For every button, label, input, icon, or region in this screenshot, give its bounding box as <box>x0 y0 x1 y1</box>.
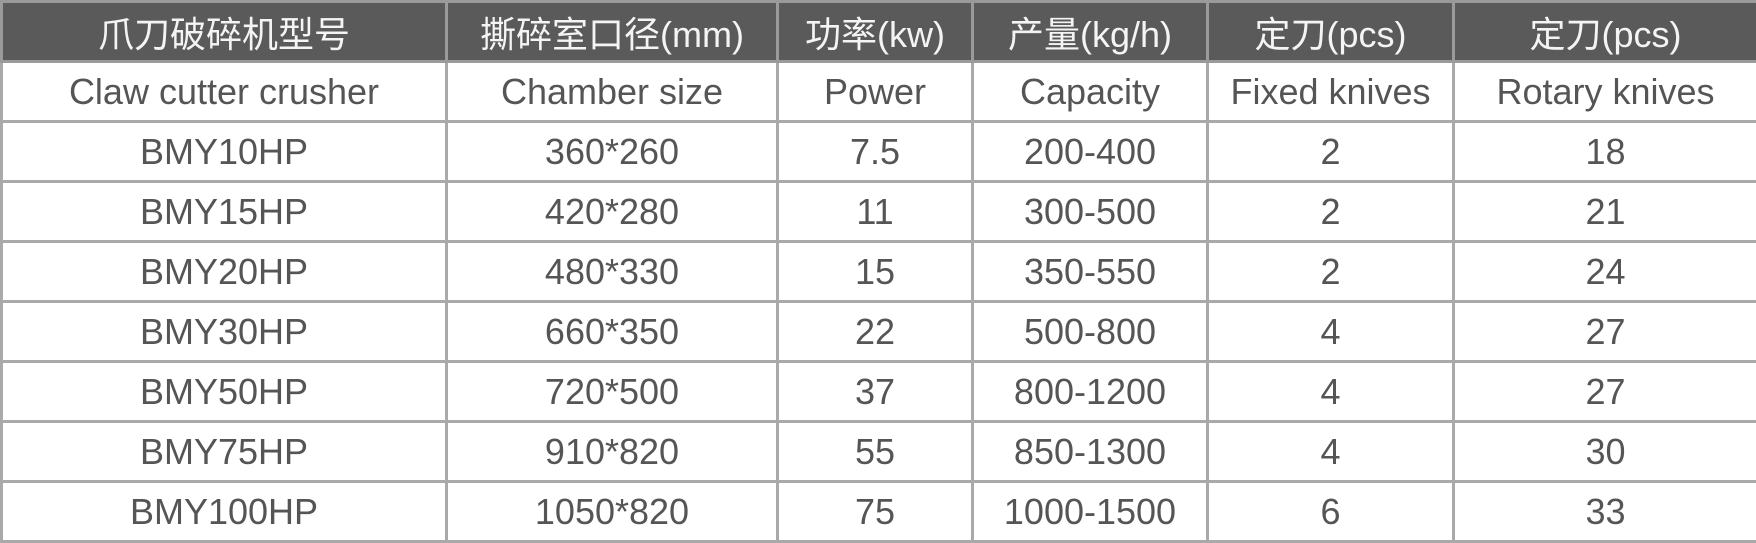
cell-power: 15 <box>778 242 973 302</box>
header-en-chamber-size: Chamber size <box>447 62 778 122</box>
header-en-capacity: Capacity <box>973 62 1208 122</box>
cell-fixed-knives: 4 <box>1208 422 1454 482</box>
header-cn-capacity: 产量(kg/h) <box>973 2 1208 62</box>
cell-chamber-size: 420*280 <box>447 182 778 242</box>
cell-rotary-knives: 21 <box>1454 182 1756 242</box>
cell-model: BMY75HP <box>2 422 447 482</box>
header-en-power: Power <box>778 62 973 122</box>
cell-chamber-size: 660*350 <box>447 302 778 362</box>
cell-fixed-knives: 6 <box>1208 482 1454 542</box>
cell-chamber-size: 480*330 <box>447 242 778 302</box>
header-cn-model: 爪刀破碎机型号 <box>2 2 447 62</box>
cell-rotary-knives: 27 <box>1454 302 1756 362</box>
cell-fixed-knives: 4 <box>1208 362 1454 422</box>
cell-power: 7.5 <box>778 122 973 182</box>
cell-fixed-knives: 2 <box>1208 122 1454 182</box>
cell-fixed-knives: 2 <box>1208 242 1454 302</box>
header-cn-chamber-size: 撕碎室口径(mm) <box>447 2 778 62</box>
cell-model: BMY50HP <box>2 362 447 422</box>
cell-fixed-knives: 2 <box>1208 182 1454 242</box>
cell-model: BMY100HP <box>2 482 447 542</box>
cell-capacity: 1000-1500 <box>973 482 1208 542</box>
header-cn-fixed-knives: 定刀(pcs) <box>1208 2 1454 62</box>
cell-rotary-knives: 24 <box>1454 242 1756 302</box>
header-row-chinese: 爪刀破碎机型号撕碎室口径(mm)功率(kw)产量(kg/h)定刀(pcs)定刀(… <box>2 2 1756 62</box>
header-en-rotary-knives: Rotary knives <box>1454 62 1756 122</box>
cell-rotary-knives: 30 <box>1454 422 1756 482</box>
cell-model: BMY30HP <box>2 302 447 362</box>
cell-capacity: 300-500 <box>973 182 1208 242</box>
cell-model: BMY10HP <box>2 122 447 182</box>
cell-chamber-size: 720*500 <box>447 362 778 422</box>
cell-power: 37 <box>778 362 973 422</box>
cell-chamber-size: 1050*820 <box>447 482 778 542</box>
cell-chamber-size: 360*260 <box>447 122 778 182</box>
cell-capacity: 350-550 <box>973 242 1208 302</box>
header-cn-rotary-knives: 定刀(pcs) <box>1454 2 1756 62</box>
cell-rotary-knives: 18 <box>1454 122 1756 182</box>
cell-model: BMY15HP <box>2 182 447 242</box>
cell-capacity: 800-1200 <box>973 362 1208 422</box>
cell-fixed-knives: 4 <box>1208 302 1454 362</box>
header-cn-power: 功率(kw) <box>778 2 973 62</box>
cell-capacity: 500-800 <box>973 302 1208 362</box>
cell-power: 11 <box>778 182 973 242</box>
header-en-model: Claw cutter crusher <box>2 62 447 122</box>
cell-rotary-knives: 33 <box>1454 482 1756 542</box>
cell-chamber-size: 910*820 <box>447 422 778 482</box>
cell-model: BMY20HP <box>2 242 447 302</box>
cell-capacity: 850-1300 <box>973 422 1208 482</box>
cell-power: 22 <box>778 302 973 362</box>
cell-power: 55 <box>778 422 973 482</box>
header-en-fixed-knives: Fixed knives <box>1208 62 1454 122</box>
cell-power: 75 <box>778 482 973 542</box>
cell-rotary-knives: 27 <box>1454 362 1756 422</box>
cell-capacity: 200-400 <box>973 122 1208 182</box>
